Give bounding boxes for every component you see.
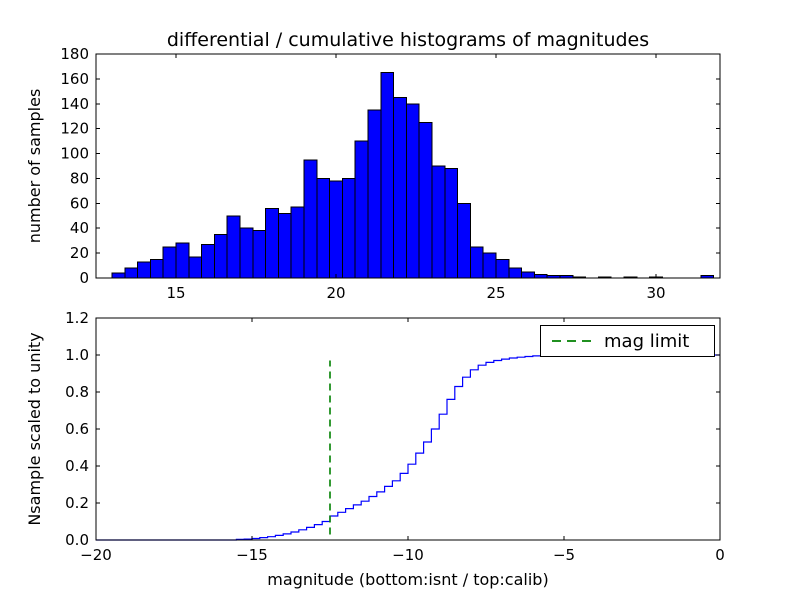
y-tick-label: 0: [79, 269, 89, 287]
x-tick-label: 0: [715, 546, 725, 564]
y-tick-label: 60: [70, 194, 89, 212]
cumulative-step-line: [96, 354, 720, 541]
histogram-bar: [380, 72, 395, 279]
top-axes-ticks: 15 20 25 30 0 20 40 60 80 100 120 140 160 180: [60, 45, 720, 302]
top-histogram-plot: 15 20 25 30 0 20 40 60 80 100 120 140 160 180 differe…: [25, 29, 721, 302]
y-tick-label: 0.8: [65, 383, 89, 401]
bottom-ylabel: Nsample scaled to unity: [25, 332, 44, 525]
legend: mag limit: [540, 325, 715, 357]
histogram-bar: [213, 233, 228, 279]
histogram-bar: [137, 261, 151, 279]
histogram-bar: [239, 227, 254, 279]
figure-title: differential / cumulative histograms of …: [167, 29, 649, 51]
legend-label: mag limit: [604, 331, 689, 352]
y-tick-label: 1.0: [65, 346, 89, 364]
y-tick-label: 80: [70, 169, 89, 187]
bottom-cumulative-plot: −20 −15 −10 −5 0 0.0 0.2 0.4 0.6 0.8 1.0 1.2 Nsampl…: [25, 309, 725, 589]
y-tick-label: 1.2: [65, 309, 89, 327]
histogram-bar: [316, 177, 331, 279]
y-tick-label: 100: [60, 145, 89, 163]
histogram-bar: [533, 273, 548, 279]
histogram-bars: [111, 72, 715, 279]
histogram-bar: [521, 271, 535, 279]
histogram-bar: [162, 246, 177, 279]
histogram-bar: [265, 207, 279, 279]
y-tick-label: 0.6: [65, 420, 89, 438]
histogram-bar: [303, 159, 318, 279]
histogram-bar: [188, 256, 203, 279]
y-tick-label: 20: [70, 244, 89, 262]
histogram-bar: [444, 168, 459, 279]
y-tick-label: 140: [60, 95, 89, 113]
top-axes-frame: [95, 53, 721, 279]
histogram-bar: [431, 165, 446, 279]
histogram-bar: [418, 121, 433, 279]
histogram-bar: [149, 258, 164, 279]
x-tick-label: 20: [326, 284, 345, 302]
y-tick-label: 120: [60, 120, 89, 138]
x-tick-label: −10: [392, 546, 424, 564]
histogram-bar: [495, 258, 510, 279]
x-tick-label: −15: [236, 546, 268, 564]
histogram-bar: [341, 177, 356, 279]
histogram-bar: [290, 206, 305, 279]
x-tick-label: −5: [553, 546, 575, 564]
bottom-axes-ticks: −20 −15 −10 −5 0 0.0 0.2 0.4 0.6 0.8 1.0 1.2: [65, 309, 725, 564]
y-tick-label: 180: [60, 45, 89, 63]
y-tick-label: 0.0: [65, 531, 89, 549]
histogram-bar: [111, 272, 126, 279]
top-ylabel: number of samples: [25, 89, 44, 244]
y-tick-label: 0.4: [65, 457, 89, 475]
histogram-bar: [393, 97, 407, 279]
histogram-bar: [354, 140, 369, 279]
histogram-bar: [201, 243, 215, 279]
x-tick-label: 15: [166, 284, 185, 302]
y-tick-label: 40: [70, 219, 89, 237]
x-tick-label: 30: [646, 284, 665, 302]
histogram-bar: [252, 230, 267, 279]
histogram-bar: [508, 267, 523, 279]
histogram-bar: [329, 180, 343, 279]
histogram-bar: [277, 212, 292, 279]
x-tick-label: −20: [80, 546, 112, 564]
histogram-bar: [367, 109, 382, 279]
histogram-bar: [482, 252, 497, 279]
y-tick-label: 0.2: [65, 494, 89, 512]
x-tick-label: 25: [486, 284, 505, 302]
histogram-bar: [124, 267, 139, 279]
x-axis-label: magnitude (bottom:isnt / top:calib): [267, 570, 548, 589]
histogram-bar: [469, 246, 484, 279]
histogram-bar: [175, 242, 190, 279]
y-tick-label: 160: [60, 70, 89, 88]
histogram-bar: [226, 215, 241, 279]
histogram-bar: [457, 202, 471, 279]
histogram-bar: [405, 103, 420, 279]
